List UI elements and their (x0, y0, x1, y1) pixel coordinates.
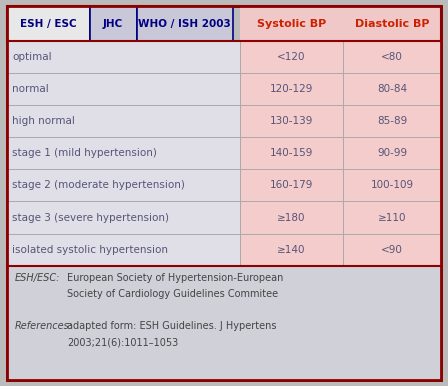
Text: stage 1 (mild hypertension): stage 1 (mild hypertension) (12, 149, 157, 158)
Bar (7, 201, 240, 234)
Bar (240, 6, 441, 41)
Bar (240, 234, 441, 266)
Bar (240, 137, 441, 169)
Text: stage 3 (severe hypertension): stage 3 (severe hypertension) (12, 213, 169, 222)
Bar (240, 201, 441, 234)
Text: ≥180: ≥180 (277, 213, 306, 222)
Text: <90: <90 (381, 245, 403, 254)
Text: <120: <120 (277, 52, 306, 62)
Text: 120-129: 120-129 (270, 85, 313, 94)
Text: stage 2 (moderate hypertension): stage 2 (moderate hypertension) (12, 181, 185, 190)
Text: ESH / ESC: ESH / ESC (20, 19, 77, 29)
Bar (7, 6, 90, 41)
Text: 2003;21(6):1011–1053: 2003;21(6):1011–1053 (67, 337, 178, 347)
Text: ESH/ESC:: ESH/ESC: (15, 273, 60, 283)
Bar (137, 6, 233, 41)
Text: 85-89: 85-89 (377, 117, 407, 126)
Text: 160-179: 160-179 (270, 181, 313, 190)
Text: ≥140: ≥140 (277, 245, 306, 254)
Bar (7, 266, 441, 380)
Bar (240, 169, 441, 201)
Text: Systolic BP: Systolic BP (257, 19, 326, 29)
Bar (7, 6, 441, 41)
Text: ≥110: ≥110 (378, 213, 406, 222)
Bar (240, 105, 441, 137)
Bar (7, 234, 240, 266)
Bar (7, 41, 240, 73)
Bar (7, 137, 240, 169)
Bar (240, 41, 441, 73)
Bar (7, 169, 240, 201)
Text: Society of Cardiology Guidelines Commitee: Society of Cardiology Guidelines Commite… (67, 289, 278, 299)
Text: JHC: JHC (103, 19, 123, 29)
Bar (7, 105, 240, 137)
Text: high normal: high normal (12, 117, 75, 126)
Text: 130-139: 130-139 (270, 117, 313, 126)
Text: WHO / ISH 2003: WHO / ISH 2003 (138, 19, 231, 29)
Bar (90, 6, 137, 41)
Text: Diastolic BP: Diastolic BP (355, 19, 429, 29)
Text: optimal: optimal (12, 52, 52, 62)
Text: 80-84: 80-84 (377, 85, 407, 94)
Text: 90-99: 90-99 (377, 149, 407, 158)
Text: 140-159: 140-159 (270, 149, 313, 158)
Bar (7, 73, 240, 105)
Text: normal: normal (12, 85, 49, 94)
Text: adapted form: ESH Guidelines. J Hypertens: adapted form: ESH Guidelines. J Hyperten… (67, 321, 277, 331)
Bar (240, 73, 441, 105)
Text: 100-109: 100-109 (370, 181, 414, 190)
Text: References:: References: (15, 321, 73, 331)
Text: European Society of Hypertension-European: European Society of Hypertension-Europea… (67, 273, 284, 283)
Text: isolated systolic hypertension: isolated systolic hypertension (12, 245, 168, 254)
Text: <80: <80 (381, 52, 403, 62)
